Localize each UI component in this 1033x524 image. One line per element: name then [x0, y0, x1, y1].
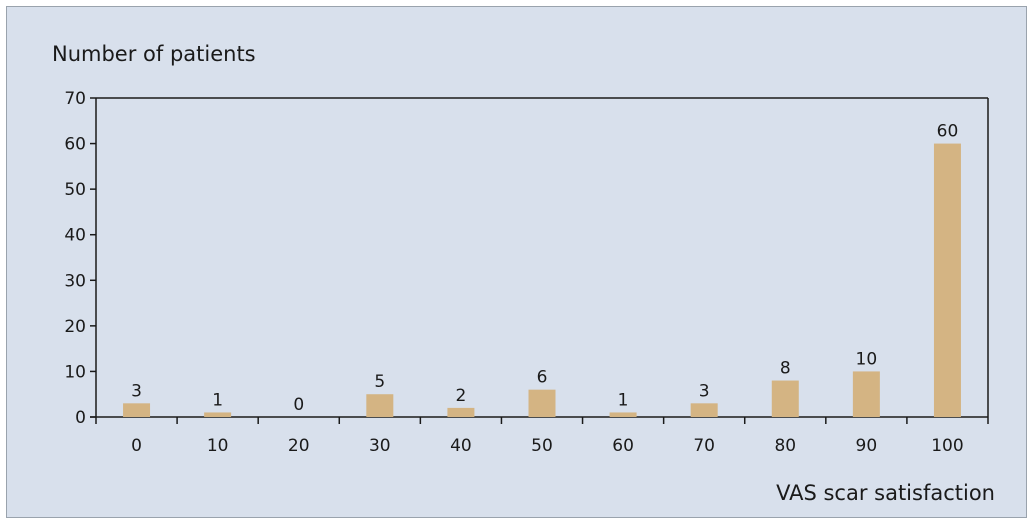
bar — [366, 394, 394, 417]
y-tick-label: 50 — [64, 180, 86, 200]
data-label: 6 — [537, 368, 548, 388]
bar — [447, 407, 475, 417]
bar — [609, 412, 637, 417]
bar — [852, 371, 880, 417]
y-tick-label: 0 — [75, 408, 86, 428]
x-tick-label: 0 — [131, 436, 142, 456]
x-tick-label: 90 — [856, 436, 878, 456]
x-tick-label: 30 — [369, 436, 391, 456]
y-axis-title: Number of patients — [52, 42, 256, 66]
data-label: 2 — [455, 386, 466, 406]
y-tick-label: 20 — [64, 317, 86, 337]
chart-panel — [6, 6, 1027, 518]
x-tick-label: 80 — [774, 436, 796, 456]
data-label: 3 — [131, 381, 142, 401]
x-tick-label: 40 — [450, 436, 472, 456]
bar — [771, 380, 799, 417]
data-label: 3 — [699, 381, 710, 401]
bar — [933, 143, 961, 418]
x-tick-label: 50 — [531, 436, 553, 456]
x-tick-label: 10 — [207, 436, 229, 456]
data-label: 1 — [618, 390, 629, 410]
x-tick-label: 20 — [288, 436, 310, 456]
data-label: 0 — [293, 395, 304, 415]
data-label: 1 — [212, 390, 223, 410]
data-label: 5 — [374, 372, 385, 392]
y-tick-label: 10 — [64, 362, 86, 382]
bar — [690, 403, 718, 417]
x-axis-title: VAS scar satisfaction — [776, 481, 995, 505]
y-tick-label: 30 — [64, 271, 86, 291]
bar — [204, 412, 232, 417]
x-tick-label: 100 — [931, 436, 963, 456]
data-label: 8 — [780, 359, 791, 379]
x-tick-label: 70 — [693, 436, 715, 456]
y-tick-label: 60 — [64, 135, 86, 155]
data-label: 60 — [937, 122, 959, 142]
bar — [528, 389, 556, 417]
bar — [123, 403, 151, 417]
x-tick-label: 60 — [612, 436, 634, 456]
y-tick-label: 40 — [64, 226, 86, 246]
y-tick-label: 70 — [64, 89, 86, 109]
data-label: 10 — [856, 349, 878, 369]
